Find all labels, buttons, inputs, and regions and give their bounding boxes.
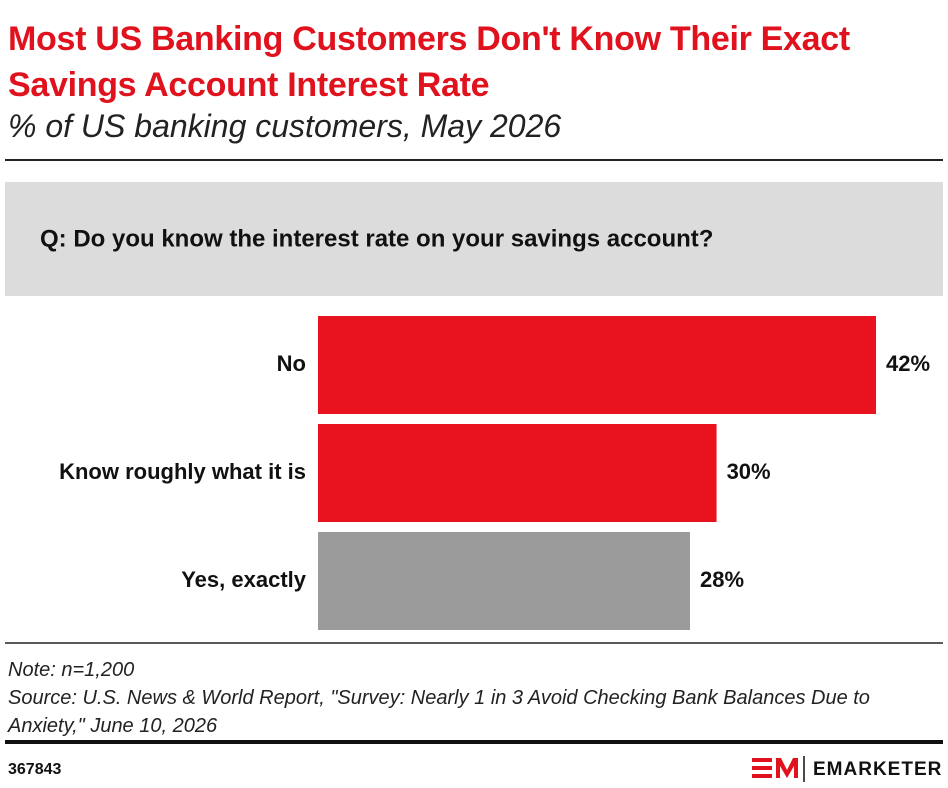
brand: EMARKETER xyxy=(813,759,942,780)
category-label: No xyxy=(277,351,306,376)
source: Source: U.S. News & World Report, "Surve… xyxy=(8,687,870,737)
chart-subtitle: % of US banking customers, May 2026 xyxy=(8,108,562,144)
logo-mark xyxy=(752,758,798,778)
value-label: 28% xyxy=(700,567,744,592)
category-label: Know roughly what it is xyxy=(59,459,306,484)
footnotes: Note: n=1,200 Source: U.S. News & World … xyxy=(8,656,938,740)
value-label: 42% xyxy=(886,351,930,376)
bar xyxy=(318,532,690,630)
bars: No 42% Know roughly what it is 30% Yes, exac… xyxy=(59,316,930,630)
bar xyxy=(318,316,876,414)
chart-title: Most US Banking Customers Don't Know The… xyxy=(8,20,850,104)
question-box xyxy=(5,182,943,296)
category-label: Yes, exactly xyxy=(181,567,307,592)
chart-id: 367843 xyxy=(8,761,61,778)
value-label: 30% xyxy=(727,459,771,484)
bar xyxy=(318,424,717,522)
note: Note: n=1,200 xyxy=(8,659,135,681)
question: Q: Do you know the interest rate on your… xyxy=(40,225,713,252)
